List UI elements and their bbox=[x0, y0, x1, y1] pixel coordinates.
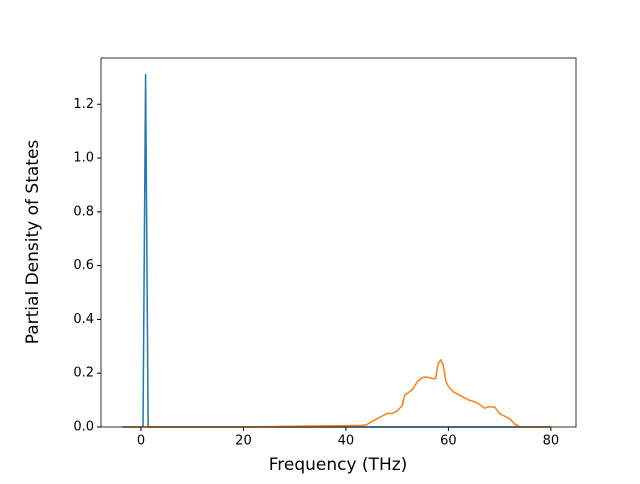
y-tick-label: 0.6 bbox=[73, 258, 94, 273]
series-line bbox=[122, 73, 551, 428]
y-tick-label: 0.0 bbox=[73, 420, 94, 435]
x-tick-label: 80 bbox=[543, 434, 560, 449]
plot-frame bbox=[100, 57, 577, 428]
y-tick-label: 1.0 bbox=[73, 151, 94, 166]
x-tick-label: 60 bbox=[440, 434, 457, 449]
x-tick-label: 40 bbox=[338, 434, 355, 449]
x-tick-label: 20 bbox=[235, 434, 252, 449]
y-tick-label: 1.2 bbox=[73, 97, 94, 112]
x-axis-label: Frequency (THz) bbox=[269, 455, 408, 475]
y-axis-label: Partial Density of States bbox=[23, 140, 43, 345]
x-tick-label: 0 bbox=[137, 434, 145, 449]
y-tick-label: 0.4 bbox=[73, 312, 94, 327]
y-tick-label: 0.2 bbox=[73, 366, 94, 381]
series-line bbox=[122, 359, 551, 428]
y-tick-label: 0.8 bbox=[73, 204, 94, 219]
